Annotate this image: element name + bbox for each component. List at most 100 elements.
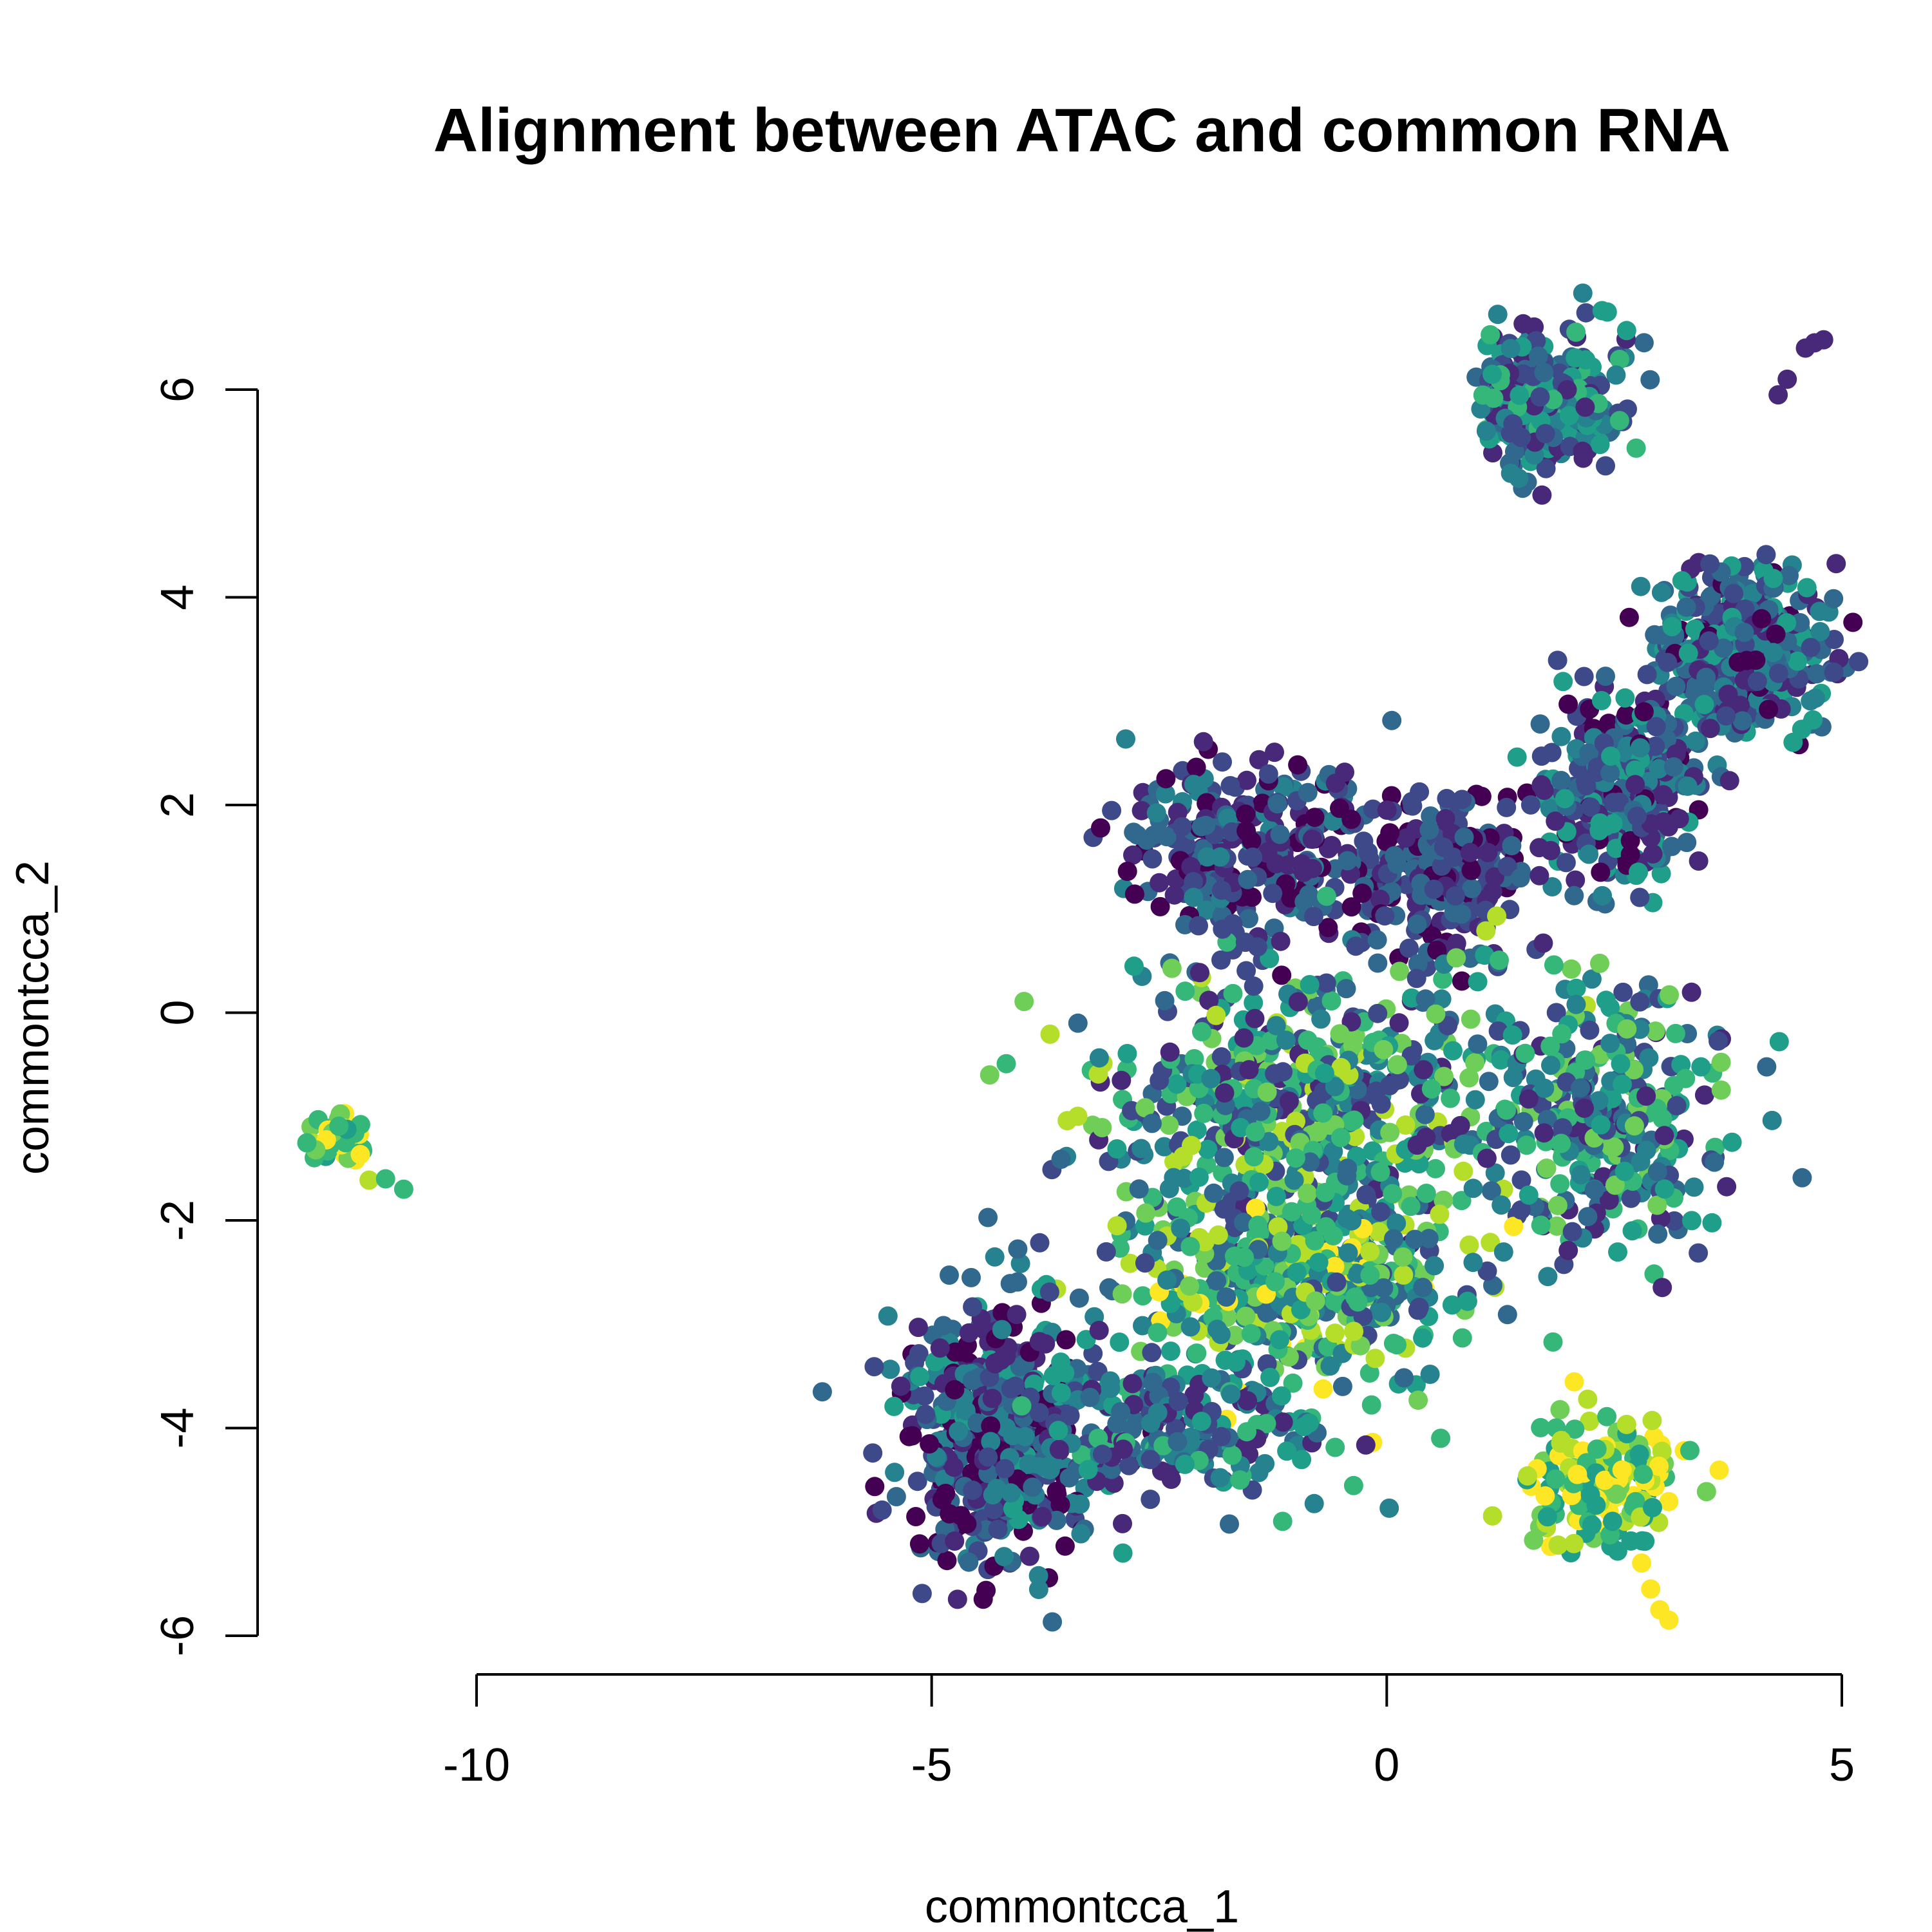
data-point: [1394, 1368, 1414, 1388]
data-point: [907, 1472, 927, 1492]
data-point: [1691, 1057, 1711, 1077]
data-point: [1102, 800, 1122, 820]
data-point: [1258, 764, 1278, 784]
data-point: [1646, 717, 1666, 737]
data-point: [1502, 836, 1522, 856]
data-point: [1112, 1284, 1132, 1304]
data-point: [1511, 1170, 1531, 1190]
data-point: [1647, 1195, 1667, 1215]
data-point: [812, 1382, 832, 1402]
data-point: [1616, 1414, 1636, 1434]
data-point: [1665, 1023, 1685, 1043]
data-point: [1110, 1332, 1130, 1352]
data-point: [359, 1170, 379, 1190]
data-point: [902, 1426, 922, 1446]
data-point: [1132, 1139, 1151, 1159]
data-point: [1425, 1030, 1444, 1050]
data-point: [1676, 1068, 1696, 1088]
data-point: [1653, 1278, 1672, 1298]
data-point: [982, 1388, 1002, 1408]
data-point: [1129, 1179, 1149, 1199]
data-point: [981, 1432, 1001, 1452]
data-point: [1271, 931, 1291, 951]
data-point: [1112, 1070, 1132, 1090]
data-point: [1609, 411, 1629, 431]
data-point: [1271, 1386, 1291, 1406]
data-point: [1564, 1372, 1584, 1392]
data-point: [1375, 906, 1395, 926]
data-point: [1305, 1291, 1325, 1311]
data-point: [1492, 1195, 1511, 1215]
data-point: [1244, 976, 1264, 996]
data-point: [1543, 1332, 1563, 1352]
data-point: [1462, 878, 1482, 898]
data-point: [1477, 1148, 1497, 1168]
data-point: [945, 1380, 965, 1399]
data-point: [1676, 597, 1696, 617]
data-point: [1384, 1229, 1403, 1249]
data-point: [1824, 662, 1844, 682]
data-point: [1311, 1009, 1331, 1029]
data-point: [1141, 1490, 1160, 1510]
data-point: [1211, 1047, 1231, 1067]
data-point: [1558, 1240, 1578, 1260]
data-point: [1305, 1231, 1325, 1251]
data-point: [1046, 1481, 1066, 1501]
data-point: [1624, 1116, 1644, 1136]
data-point: [1155, 990, 1175, 1010]
data-point: [1199, 990, 1219, 1010]
data-point: [1600, 763, 1620, 783]
data-point: [1432, 989, 1452, 1009]
data-point: [1666, 676, 1686, 696]
data-point: [1196, 900, 1216, 920]
data-point: [1211, 880, 1231, 900]
data-point: [1380, 1122, 1400, 1142]
data-point: [1389, 1013, 1409, 1033]
data-point: [1621, 1188, 1641, 1208]
data-point: [981, 1416, 1001, 1436]
data-point: [864, 1357, 884, 1377]
data-point: [1551, 1133, 1571, 1153]
data-point: [1387, 1055, 1407, 1075]
data-point: [1513, 1112, 1533, 1132]
data-point: [1550, 1174, 1570, 1194]
data-point: [1584, 1180, 1604, 1200]
data-point: [1226, 1352, 1245, 1372]
data-point: [996, 1347, 1016, 1366]
data-point: [1167, 1197, 1187, 1217]
data-point: [1627, 806, 1647, 826]
data-point: [1497, 1305, 1517, 1325]
data-point: [1578, 1389, 1598, 1409]
data-point: [1273, 1412, 1293, 1432]
data-point: [1316, 973, 1336, 993]
data-point: [1630, 992, 1650, 1012]
data-point: [1288, 755, 1308, 775]
data-point: [1590, 953, 1609, 973]
data-point: [1824, 589, 1844, 609]
data-point: [1714, 638, 1733, 658]
data-point: [1511, 1200, 1531, 1220]
data-point: [916, 1405, 936, 1425]
data-point: [1410, 782, 1430, 802]
data-point: [1416, 1184, 1436, 1203]
data-point: [1629, 1444, 1649, 1464]
data-point: [1689, 1243, 1709, 1263]
data-point: [1408, 1390, 1428, 1410]
data-point: [1092, 1444, 1112, 1464]
data-point: [1700, 719, 1720, 739]
data-point: [1685, 731, 1705, 751]
data-point: [1379, 1498, 1399, 1518]
data-point: [1331, 1057, 1351, 1077]
data-point: [1826, 554, 1846, 574]
data-point: [1222, 822, 1242, 842]
data-point: [1717, 1177, 1737, 1197]
data-point: [1643, 1498, 1662, 1517]
data-point: [1476, 421, 1496, 441]
data-point: [1243, 848, 1263, 867]
data-point: [1267, 794, 1287, 814]
data-point: [1241, 1324, 1261, 1343]
data-point: [1434, 837, 1454, 857]
data-point: [1249, 750, 1269, 770]
data-point: [1718, 685, 1738, 705]
